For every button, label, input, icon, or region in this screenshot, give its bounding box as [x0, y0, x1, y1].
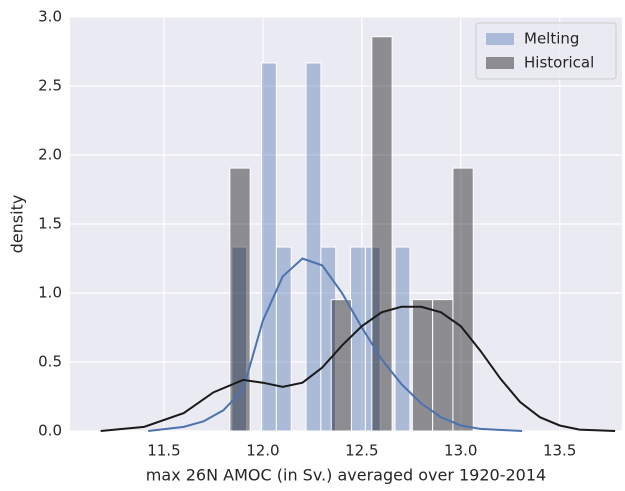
histogram-bar	[350, 246, 366, 432]
legend-box	[475, 22, 617, 80]
y-axis-label: density	[8, 195, 27, 254]
y-tick-label: 0.5	[38, 353, 62, 371]
x-tick-label: 13.0	[444, 442, 477, 460]
histogram-bar	[371, 36, 393, 432]
y-tick-label: 1.5	[38, 215, 62, 233]
histogram-bar	[320, 246, 337, 432]
histogram-bar	[229, 167, 251, 432]
legend-label: Melting	[524, 30, 579, 48]
histogram-bar	[330, 299, 353, 432]
grid	[70, 16, 622, 432]
kde-line	[100, 305, 616, 432]
legend: Melting Historical	[475, 22, 617, 80]
y-tick-label: 3.0	[38, 8, 62, 26]
x-tick-label: 11.5	[147, 442, 180, 460]
histogram-bar	[394, 246, 411, 432]
histogram-bar	[305, 62, 322, 432]
x-tick-label: 12.0	[246, 442, 279, 460]
legend-swatch	[486, 33, 514, 45]
histogram-bar	[261, 62, 277, 432]
y-tick-label: 2.5	[38, 77, 62, 95]
histogram-bar	[452, 167, 474, 432]
histogram-bar	[411, 299, 434, 432]
legend-label: Historical	[524, 54, 594, 72]
x-axis-label: max 26N AMOC (in Sv.) averaged over 1920…	[146, 466, 546, 485]
legend-swatch	[486, 57, 514, 69]
kde-line	[148, 257, 523, 432]
x-tick-label: 12.5	[345, 442, 378, 460]
y-tick-label: 0.0	[38, 422, 62, 440]
x-tick-label: 13.5	[543, 442, 576, 460]
y-tick-label: 2.0	[38, 146, 62, 164]
marks	[100, 36, 616, 432]
y-tick-label: 1.0	[38, 284, 62, 302]
